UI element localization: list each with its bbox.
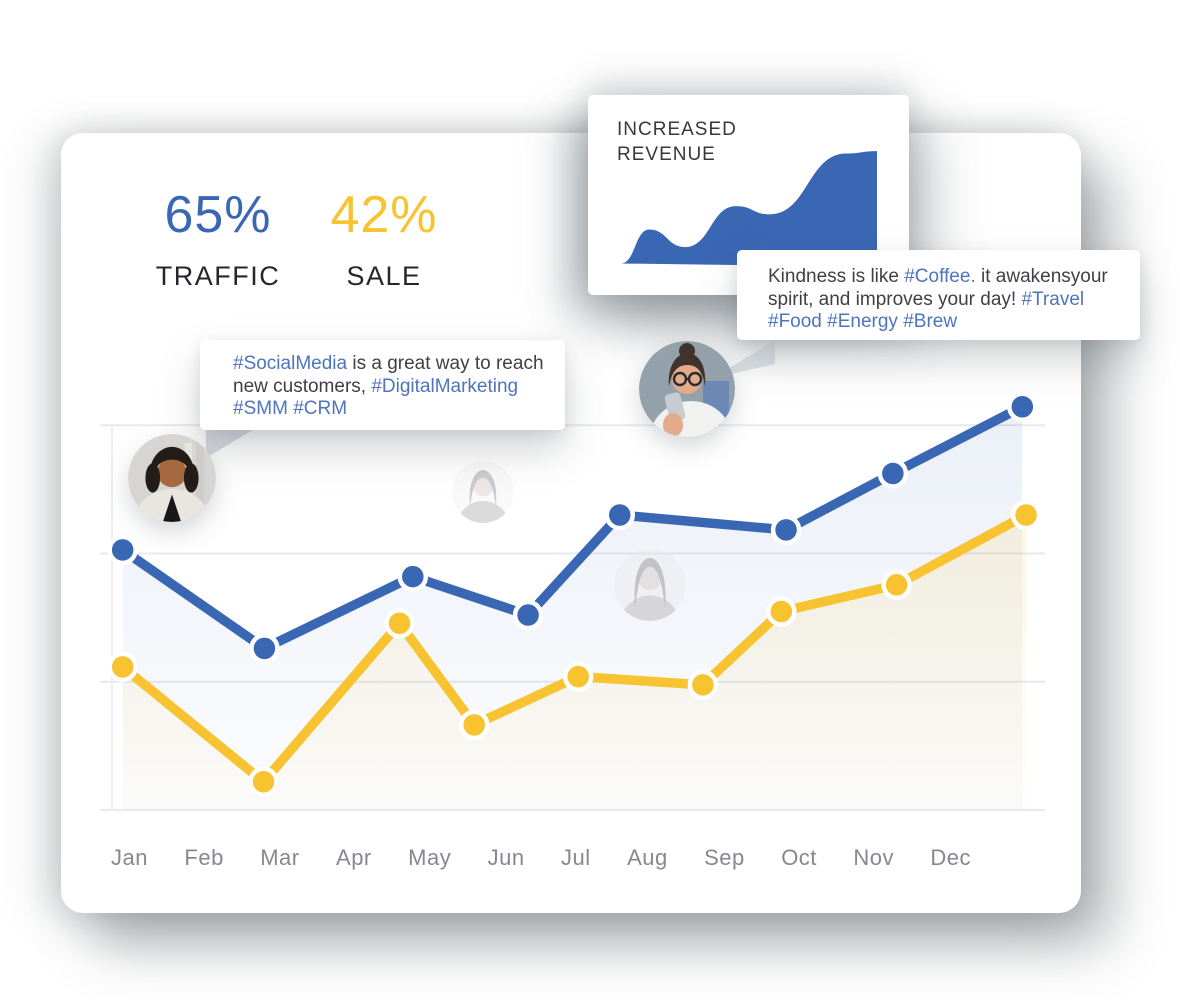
woman-curly-hair-avatar [128, 434, 216, 522]
traffic-data-point [1007, 391, 1038, 423]
hashtag: #CRM [293, 398, 348, 419]
text-run: is a great way to reach [347, 353, 544, 374]
hashtag: #Travel [1021, 288, 1085, 310]
hashtag: #Brew [903, 311, 958, 332]
text-run: new customers, [233, 375, 372, 397]
traffic-percentage: 65% [164, 186, 272, 244]
hashtag: #SMM [233, 398, 288, 419]
avatar-photo [452, 461, 514, 523]
x-axis-month-labels: Jan Feb Mar Apr May Jun Jul Aug Sep Oct Nov Dec [111, 843, 971, 873]
month-label: Oct [781, 845, 817, 870]
month-label: May [408, 845, 452, 870]
sale-percentage: 42% [330, 186, 438, 244]
month-label: Jan [111, 845, 148, 870]
month-label: Aug [627, 845, 668, 870]
hashtag: #Food [768, 311, 822, 332]
traffic-sale-line-chart [100, 391, 1045, 811]
revenue-wave-chart [621, 151, 877, 267]
socialmedia-tweet-bubble: #SocialMedia is a great way to reach new … [200, 340, 565, 430]
hashtag: #Coffee. [904, 266, 976, 287]
traffic-data-point [770, 514, 802, 546]
month-label: Sep [704, 845, 745, 870]
sale-data-point [107, 651, 138, 683]
traffic-data-point [107, 534, 138, 566]
sale-data-point [687, 669, 719, 701]
month-label: Jun [487, 845, 525, 870]
revenue-wave [621, 151, 877, 267]
traffic-data-point [604, 499, 635, 531]
sale-data-point [458, 709, 490, 741]
month-label: Jul [561, 845, 591, 870]
sale-label: SALE [346, 261, 422, 291]
hashtag: #SocialMedia [233, 353, 348, 374]
sale-data-point [248, 766, 279, 798]
month-label: Mar [260, 845, 300, 870]
month-label: Dec [930, 845, 971, 870]
sale-area [122, 515, 1027, 810]
woman-with-phone-avatar [639, 341, 735, 437]
text-run: spirit, and improves your day! [768, 288, 1022, 310]
revenue-card-title: INCREASED REVENUE [617, 119, 737, 165]
sale-stat: 42% SALE [309, 185, 459, 292]
avatar-photo [614, 549, 686, 621]
hashtag: #Energy [827, 311, 898, 332]
faded-woman-avatar-2 [614, 549, 686, 621]
sale-data-point [562, 661, 594, 692]
faded-woman-avatar-1 [452, 461, 514, 523]
traffic-data-point [877, 458, 909, 489]
month-label: Feb [184, 845, 224, 870]
traffic-data-point [249, 633, 280, 664]
traffic-data-point [397, 561, 429, 592]
sale-data-point [1010, 499, 1042, 531]
avatar-photo [639, 341, 735, 437]
month-label: Nov [853, 845, 894, 870]
kindness-tweet-bubble: Kindness is like #Coffee. it awakensyour… [737, 250, 1140, 340]
sale-data-point [766, 596, 797, 627]
traffic-data-point [512, 599, 544, 631]
text-run: Kindness is like [768, 266, 905, 287]
traffic-label: TRAFFIC [155, 261, 281, 291]
avatar-photo [128, 434, 216, 522]
month-label: Apr [336, 845, 372, 870]
traffic-line [117, 402, 1028, 654]
hashtag: #DigitalMarketing [371, 375, 519, 397]
sale-data-point [384, 608, 415, 639]
sale-data-point [881, 569, 912, 601]
social-bubble-tail [206, 428, 256, 458]
text-run: it awakensyour [975, 266, 1108, 287]
traffic-stat: 65% TRAFFIC [143, 185, 293, 292]
